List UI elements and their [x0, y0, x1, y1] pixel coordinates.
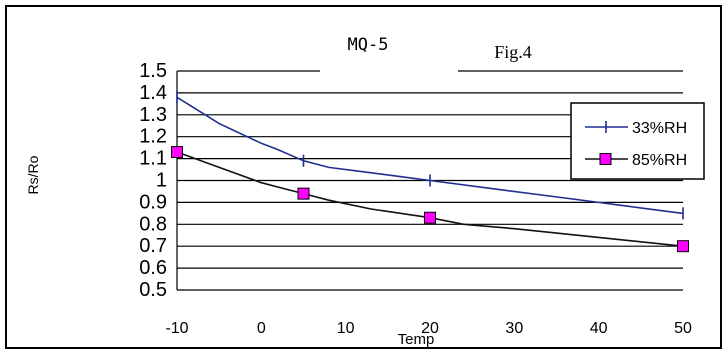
- x-tick-label: 30: [505, 320, 523, 337]
- y-tick-label: 1.1: [139, 148, 167, 170]
- series-line-1: [176, 96, 684, 215]
- x-tick-label: 50: [674, 320, 692, 337]
- x-tick-label: 0: [257, 320, 266, 337]
- legend-label-2: 85%RH: [632, 152, 687, 169]
- title-box: [320, 20, 458, 76]
- y-tick-label: 1.2: [139, 126, 167, 148]
- figure-annotation: Fig.4: [494, 42, 532, 62]
- legend-label-1: 33%RH: [632, 120, 687, 137]
- legend-box: [570, 102, 705, 180]
- data-point-2: [677, 240, 689, 253]
- y-tick-label: 1: [156, 170, 167, 192]
- y-tick-label: 0.6: [139, 257, 167, 279]
- y-tick-label: 1.5: [139, 60, 167, 82]
- y-tick-label: 0.9: [139, 191, 167, 213]
- series-line-2: [176, 151, 684, 247]
- y-tick-label: 0.5: [139, 279, 167, 301]
- data-point-2: [297, 187, 310, 200]
- y-axis-label: Rs/Ro: [25, 155, 41, 194]
- y-tick-label: 1.4: [139, 82, 167, 104]
- tick-labels: 1.51.41.31.21.110.90.80.70.60.5 -10 0 10 20 3…: [139, 60, 692, 337]
- x-tick-label: -10: [165, 320, 188, 337]
- y-tick-label: 0.8: [139, 213, 167, 235]
- legend: 33%RH 85%RH: [570, 102, 705, 180]
- x-tick-label: 20: [421, 320, 439, 337]
- series-group: [171, 91, 689, 253]
- y-tick-label: 0.7: [139, 235, 167, 257]
- data-point-2: [424, 211, 436, 224]
- x-tick-label: 10: [337, 320, 355, 337]
- data-point-2: [171, 146, 183, 159]
- y-tick-label: 1.3: [139, 104, 167, 126]
- chart-title: MQ-5: [348, 35, 389, 55]
- x-tick-label: 40: [590, 320, 608, 337]
- x-axis-label: Temp: [398, 331, 435, 348]
- legend-marker-2: [599, 153, 612, 165]
